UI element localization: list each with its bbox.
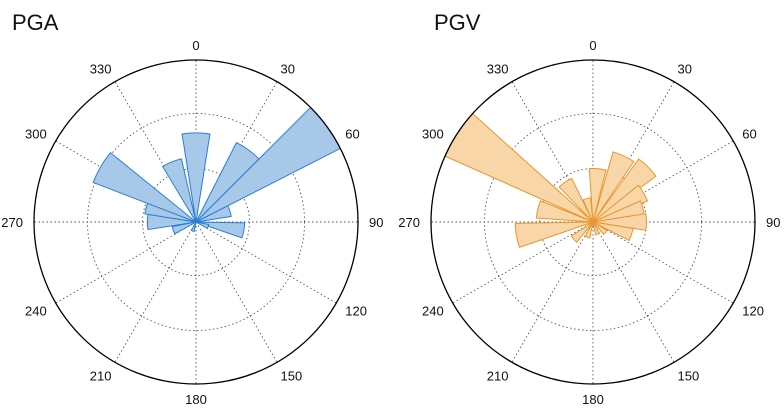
angle-tick-label: 330 [487,62,509,77]
outer-ring [430,59,756,385]
panel-title: PGA [12,10,59,35]
histogram-bin-12 [535,200,594,223]
angle-tick-label: 300 [25,127,47,142]
histogram-bin-5 [592,213,647,231]
spoke-line [592,81,675,223]
radial-ring [87,113,305,331]
histogram-bin-1 [592,151,635,223]
histogram-bin-7 [592,221,608,235]
histogram-bin-10 [92,151,197,223]
histogram-bin-0 [588,168,607,223]
spoke-line [592,140,734,223]
angle-tick-label: 120 [742,304,764,319]
angle-tick-label: 330 [90,62,112,77]
histogram-bin-11 [514,221,594,248]
angle-tick-label: 0 [192,38,199,53]
histogram-bin-3 [592,184,649,223]
angle-tick-label: 90 [369,215,383,230]
angle-tick-label: 90 [766,215,780,230]
spoke-line [114,221,197,363]
angle-tick-label: 210 [90,368,112,383]
histogram-bin-15 [582,197,594,223]
histogram-bin-9 [584,221,594,239]
spoke-line [55,221,197,304]
angle-tick-label: 0 [589,38,596,53]
spoke-line [592,221,734,304]
angle-tick-label: 60 [345,127,359,142]
histogram-bin-5 [195,221,210,229]
angle-tick-label: 150 [678,368,700,383]
outer-ring [33,59,359,385]
angle-tick-label: 210 [487,368,509,383]
angle-tick-label: 270 [1,215,23,230]
histogram-bin-2 [195,106,342,223]
angle-tick-label: 240 [422,304,444,319]
spoke-line [195,221,278,363]
histogram-bin-7 [171,221,197,235]
spoke-line [114,81,197,223]
histogram-bin-3 [195,205,232,223]
histogram-bin-2 [592,158,657,223]
radial-ring [142,168,250,276]
spoke-line [195,221,337,304]
angle-tick-label: 30 [678,62,692,77]
histogram-bin-10 [570,221,594,243]
spoke-line [511,221,594,363]
angle-tick-label: 180 [582,392,604,407]
angle-tick-label: 60 [742,127,756,142]
angle-tick-label: 240 [25,304,47,319]
histogram-bin-11 [161,158,197,223]
histogram-bin-14 [558,177,594,223]
radial-ring [484,113,702,331]
angle-tick-label: 120 [345,304,367,319]
angle-tick-label: 270 [398,215,420,230]
histogram-bin-6 [592,221,634,242]
polar-panel-pgv: PGV 0 30 60 90 120 150 180 210 240 270 300 330 [398,10,780,407]
histogram-bin-8 [592,221,600,236]
spoke-line [452,221,594,304]
histogram-bin-13 [444,112,594,223]
histogram-bin-0 [181,132,211,223]
angle-tick-label: 300 [422,127,444,142]
panel-title: PGV [434,10,481,35]
spoke-line [511,81,594,223]
spoke-line [592,221,675,363]
angle-tick-label: 30 [281,62,295,77]
angle-tick-label: 180 [185,392,207,407]
histogram-bin-6 [190,221,197,233]
polar-panel-pga: PGA 0 30 60 90 120 150 180 210 240 270 300 330 [1,10,383,407]
angle-tick-label: 150 [281,368,303,383]
